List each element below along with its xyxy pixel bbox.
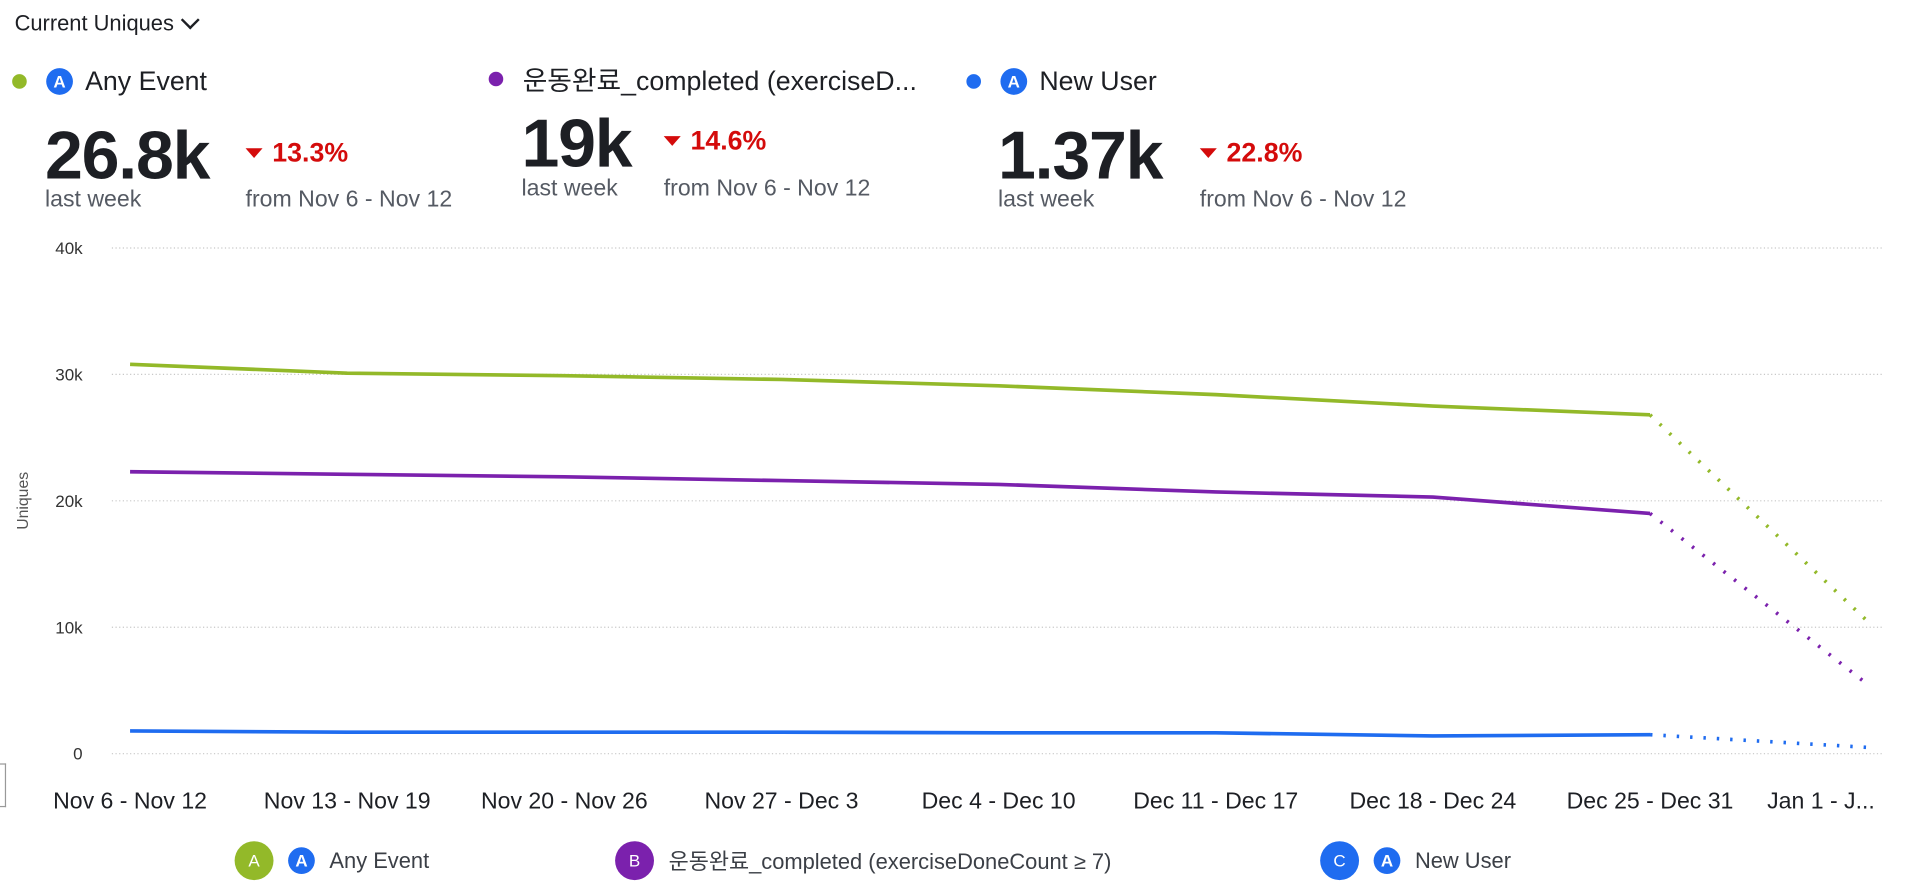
series-line-incomplete bbox=[1649, 732, 1868, 750]
series-line-incomplete bbox=[1648, 413, 1869, 623]
x-tick-label: Dec 25 - Dec 31 bbox=[1567, 787, 1734, 813]
card-title: Any Event bbox=[85, 65, 207, 97]
y-tick-label: 0 bbox=[73, 745, 82, 764]
summary-card-exercise-completed: 운동완료_completed (exerciseD... bbox=[488, 60, 917, 99]
legend-item[interactable]: C A New User bbox=[1320, 841, 1512, 881]
down-arrow-icon bbox=[245, 148, 263, 159]
x-tick-label: Nov 6 - Nov 12 bbox=[53, 787, 207, 813]
summary-card-new-user: A New User bbox=[966, 65, 1157, 98]
card-period: last week bbox=[521, 176, 618, 202]
x-tick-label: Nov 27 - Dec 3 bbox=[705, 787, 859, 813]
card-title: New User bbox=[1039, 65, 1157, 97]
down-arrow-icon bbox=[663, 136, 681, 146]
y-tick-label: 20k bbox=[55, 492, 83, 511]
y-tick-label: 40k bbox=[55, 239, 83, 258]
card-value: 1.37k bbox=[998, 116, 1163, 194]
series-line bbox=[130, 469, 1651, 516]
event-icon: A bbox=[46, 68, 73, 95]
x-tick-label: Dec 18 - Dec 24 bbox=[1350, 787, 1517, 813]
x-tick-label: Nov 20 - Nov 26 bbox=[481, 787, 648, 813]
card-value: 19k bbox=[521, 104, 632, 182]
legend-item[interactable]: A A Any Event bbox=[234, 841, 430, 881]
card-compare: from Nov 6 - Nov 12 bbox=[245, 187, 453, 213]
card-period: last week bbox=[44, 187, 142, 213]
card-change: 22.8% bbox=[1226, 137, 1303, 168]
event-icon: A bbox=[1373, 847, 1401, 875]
card-value: 26.8k bbox=[44, 116, 210, 194]
card-compare: from Nov 6 - Nov 12 bbox=[663, 176, 871, 202]
x-tick-label: Jan 1 - J... bbox=[1767, 787, 1875, 813]
summary-card-any-event: A Any Event bbox=[12, 66, 207, 98]
chart-legend: A A Any Event B 운동완료_completed (exerciseDone… bbox=[0, 839, 1906, 883]
series-line bbox=[130, 729, 1651, 738]
series-color-dot bbox=[488, 71, 504, 87]
series-letter-badge: B bbox=[615, 841, 654, 881]
card-compare: from Nov 6 - Nov 12 bbox=[1199, 187, 1407, 213]
x-tick-label: Nov 13 - Nov 19 bbox=[264, 787, 431, 813]
card-period: last week bbox=[998, 187, 1095, 213]
scroll-handle[interactable] bbox=[0, 763, 7, 808]
y-tick-label: 30k bbox=[55, 365, 83, 384]
series-letter-badge: A bbox=[234, 841, 274, 881]
legend-label: New User bbox=[1414, 847, 1512, 873]
series-line bbox=[129, 362, 1651, 417]
x-tick-label: Dec 4 - Dec 10 bbox=[922, 787, 1076, 813]
series-color-dot bbox=[12, 74, 27, 89]
y-tick-label: 10k bbox=[55, 618, 83, 637]
event-icon: A bbox=[1000, 68, 1028, 95]
legend-label: Any Event bbox=[329, 847, 430, 873]
series-line-incomplete bbox=[1648, 512, 1869, 686]
metric-select-label: Current Uniques bbox=[14, 10, 174, 36]
legend-item[interactable]: B 운동완료_completed (exerciseDoneCount ≥ 7) bbox=[615, 841, 1112, 881]
series-color-dot bbox=[966, 74, 981, 89]
card-title: 운동완료_completed (exerciseD... bbox=[522, 65, 917, 97]
metric-select[interactable]: Current Uniques bbox=[14, 10, 200, 37]
down-arrow-icon bbox=[1199, 148, 1217, 159]
event-icon: A bbox=[288, 847, 315, 875]
card-change: 13.3% bbox=[272, 137, 349, 168]
card-change: 14.6% bbox=[690, 125, 767, 156]
x-tick-label: Dec 11 - Dec 17 bbox=[1133, 787, 1298, 813]
y-axis-label: Uniques bbox=[15, 472, 32, 530]
series-letter-badge: C bbox=[1320, 841, 1360, 881]
legend-label: 운동완료_completed (exerciseDoneCount ≥ 7) bbox=[668, 849, 1112, 875]
